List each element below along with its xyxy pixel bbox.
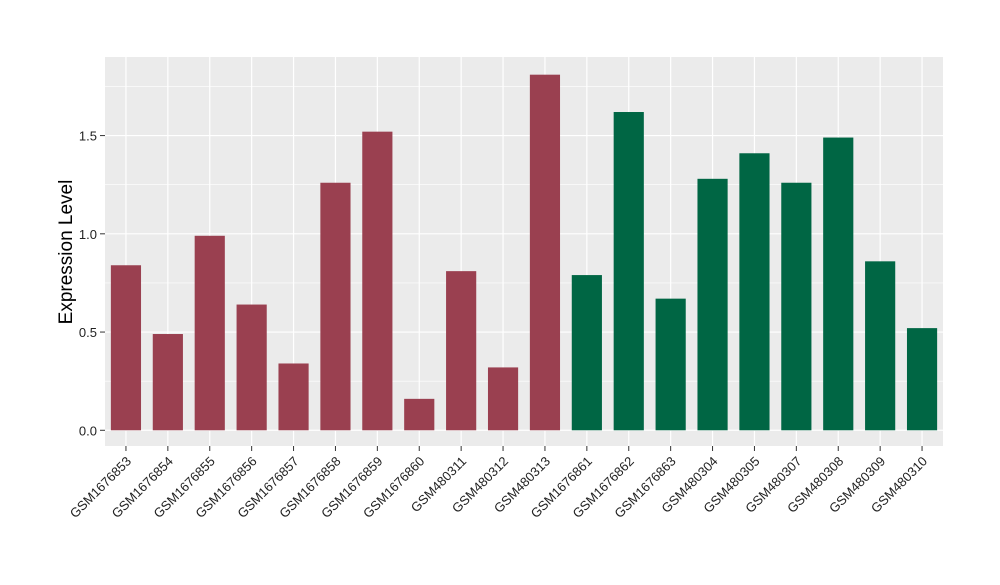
bar bbox=[823, 137, 854, 431]
x-axis: GSM1676853GSM1676854GSM1676855GSM1676856… bbox=[67, 446, 930, 521]
bar bbox=[236, 304, 267, 431]
bar bbox=[613, 112, 644, 431]
bar bbox=[906, 328, 938, 431]
plot-panel bbox=[105, 57, 943, 446]
bar bbox=[362, 131, 393, 431]
bar bbox=[571, 275, 602, 431]
bar bbox=[152, 334, 183, 431]
bar bbox=[278, 363, 309, 431]
bar bbox=[194, 235, 225, 431]
y-tick-label: 0.5 bbox=[79, 325, 97, 340]
y-tick-label: 1.5 bbox=[79, 129, 97, 144]
bar bbox=[697, 178, 728, 431]
y-tick-label: 1.0 bbox=[79, 227, 97, 242]
bar bbox=[320, 182, 351, 431]
bars-layer bbox=[110, 74, 938, 431]
bar bbox=[404, 398, 435, 431]
bar bbox=[446, 271, 477, 431]
y-tick-label: 0.0 bbox=[79, 423, 97, 438]
y-axis: 0.0 0.5 1.0 1.5 bbox=[79, 129, 105, 438]
bar bbox=[529, 74, 561, 431]
bar bbox=[110, 265, 142, 431]
bar bbox=[739, 153, 770, 431]
bar bbox=[487, 367, 519, 431]
bar bbox=[865, 261, 896, 431]
bar bbox=[655, 298, 686, 431]
y-axis-label: Expression Level bbox=[56, 180, 77, 325]
bar bbox=[781, 182, 812, 431]
